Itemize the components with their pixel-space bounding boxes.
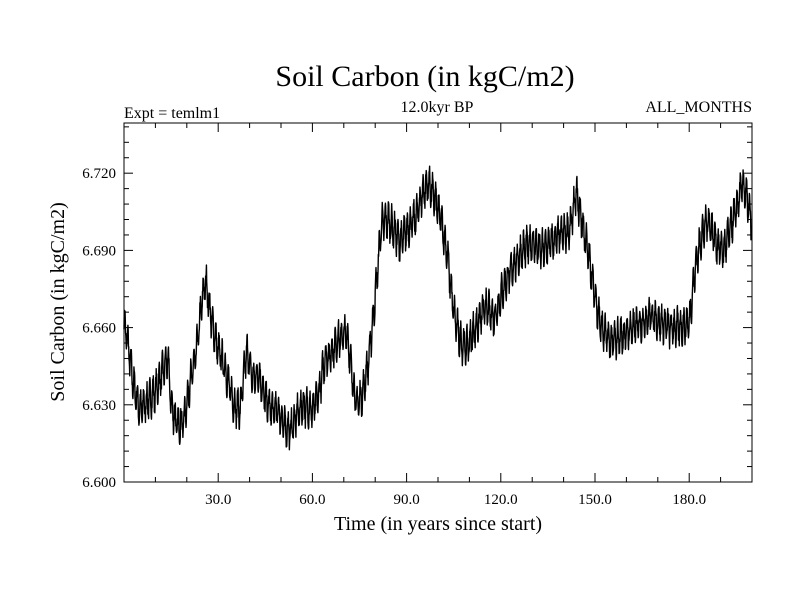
x-tick-label: 150.0 [578,492,612,508]
x-tick-label: 180.0 [672,492,706,508]
plot-frame [123,122,753,483]
subtitle-center: 12.0kyr BP [401,99,474,116]
x-tick-label: 30.0 [205,492,231,508]
chart-title: Soil Carbon (in kgC/m2) [275,60,574,93]
tick-labels: 30.0 60.0 90.0 120.0 150.0 180.0 6.600 6.630 6.6… [82,166,706,508]
y-tick-label: 6.630 [82,398,116,414]
soil-carbon-series-line [123,165,753,451]
tick-marks [124,123,752,483]
plot-line-group [123,165,753,451]
subtitle-left: Expt = temlm1 [124,105,220,122]
y-tick-label: 6.660 [82,321,116,337]
x-tick-label: 120.0 [484,492,518,508]
y-tick-label: 6.600 [82,475,116,491]
x-tick-label: 90.0 [393,492,419,508]
subtitle-right: ALL_MONTHS [645,99,752,116]
y-tick-label: 6.720 [82,166,116,182]
x-axis-label: Time (in years since start) [334,513,542,535]
y-axis-label: Soil Carbon (in kgC/m2) [47,202,69,401]
x-tick-label: 60.0 [299,492,325,508]
y-tick-label: 6.690 [82,243,116,259]
